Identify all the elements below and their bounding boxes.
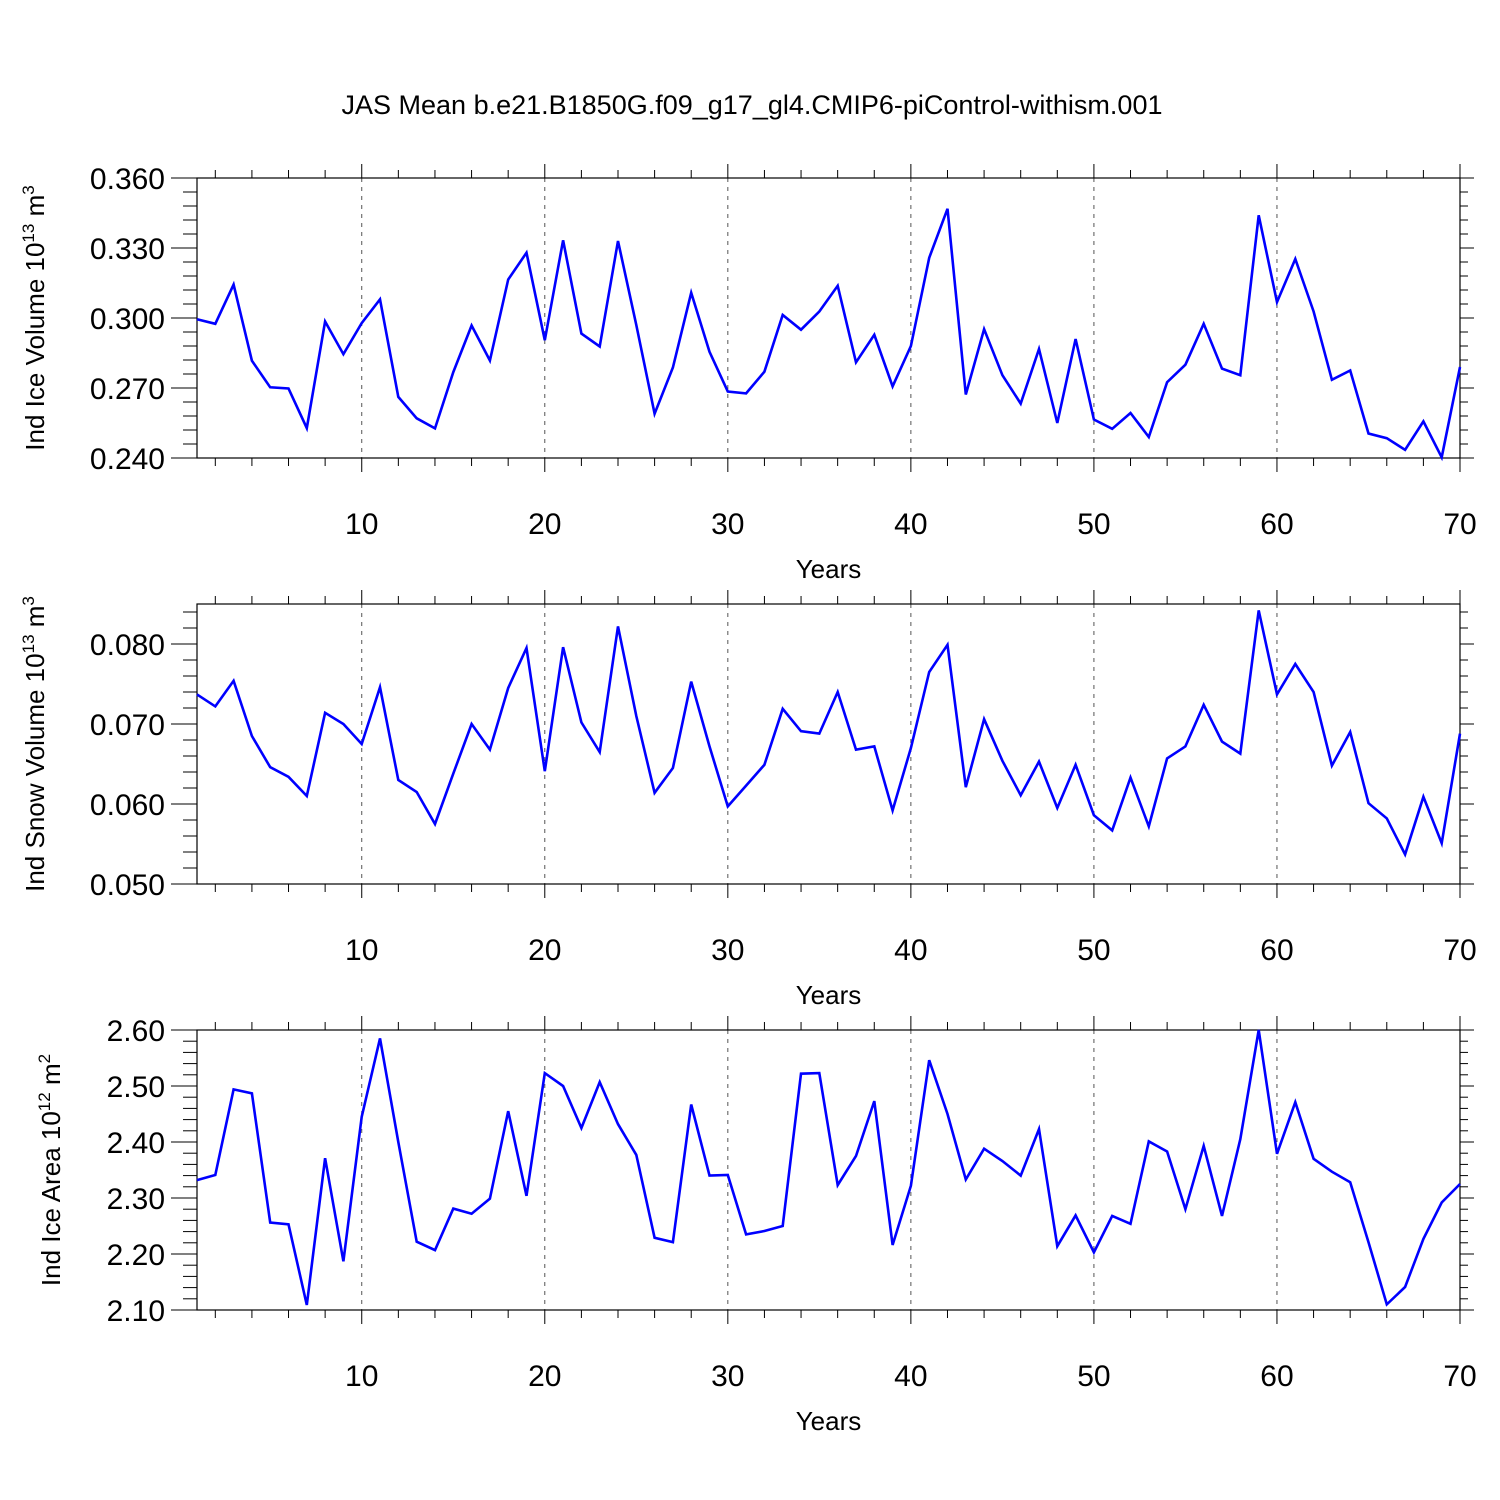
y-tick-label: 0.080 xyxy=(90,629,165,662)
x-tick-label: 10 xyxy=(345,508,378,541)
plot-frame xyxy=(196,1029,1461,1311)
x-tick-label: 50 xyxy=(1077,934,1110,967)
y-tick-label: 0.300 xyxy=(90,303,165,336)
y-tick-label: 0.050 xyxy=(90,869,165,902)
y-tick-label: 0.270 xyxy=(90,373,165,406)
x-tick-label: 70 xyxy=(1443,934,1476,967)
series-line xyxy=(196,208,1462,462)
x-tick-label: 60 xyxy=(1260,1360,1293,1393)
x-axis-label: Years xyxy=(796,980,862,1010)
panel-2: 0.050 0.060 0.070 0.080 10 20 30 40 50 60 70 Years I… xyxy=(19,590,1477,1010)
x-tick-label: 40 xyxy=(894,1360,927,1393)
plot-frame xyxy=(196,603,1461,885)
y-tick-label: 0.360 xyxy=(90,163,165,196)
x-tick-label: 10 xyxy=(345,1360,378,1393)
y-tick-label: 2.20 xyxy=(107,1239,165,1272)
y-tick-label: 2.30 xyxy=(107,1183,165,1216)
y-tick-label: 0.070 xyxy=(90,709,165,742)
x-tick-label: 30 xyxy=(711,934,744,967)
x-tick-label: 70 xyxy=(1443,508,1476,541)
y-tick-label: 0.060 xyxy=(90,789,165,822)
x-tick-label: 30 xyxy=(711,508,744,541)
y-tick-label: 0.330 xyxy=(90,233,165,266)
x-tick-label: 50 xyxy=(1077,1360,1110,1393)
x-tick-label: 10 xyxy=(345,934,378,967)
x-tick-label: 50 xyxy=(1077,508,1110,541)
x-tick-label: 60 xyxy=(1260,508,1293,541)
y-axis-label: Ind Ice Area 1012 m2 xyxy=(35,1054,66,1286)
x-tick-label: 20 xyxy=(528,508,561,541)
panel-1: 0.240 0.270 0.300 0.330 0.360 10 20 30 40 50 60 70 Y… xyxy=(19,163,1477,584)
x-tick-label: 60 xyxy=(1260,934,1293,967)
y-tick-label: 2.60 xyxy=(107,1015,165,1048)
x-tick-label: 20 xyxy=(528,1360,561,1393)
chart-title: JAS Mean b.e21.B1850G.f09_g17_gl4.CMIP6-… xyxy=(342,90,1163,120)
y-tick-label: 2.40 xyxy=(107,1127,165,1160)
x-axis-label: Years xyxy=(796,1406,862,1436)
panel-3: 2.10 2.20 2.30 2.40 2.50 2.60 10 20 30 40 50 60 70 Ye… xyxy=(35,1015,1477,1436)
x-axis-label: Years xyxy=(796,554,862,584)
series-line xyxy=(196,610,1462,858)
plot-frame xyxy=(196,177,1461,459)
x-tick-label: 40 xyxy=(894,508,927,541)
x-tick-label: 20 xyxy=(528,934,561,967)
x-tick-label: 40 xyxy=(894,934,927,967)
y-tick-label: 2.10 xyxy=(107,1295,165,1328)
y-tick-label: 2.50 xyxy=(107,1071,165,1104)
y-tick-label: 0.240 xyxy=(90,443,165,476)
series-line xyxy=(196,1029,1461,1307)
x-tick-label: 30 xyxy=(711,1360,744,1393)
chart-panels: 0.240 0.270 0.300 0.330 0.360 10 20 30 40 50 60 70 Y… xyxy=(19,163,1477,1436)
y-axis-label: Ind Snow Volume 1013 m3 xyxy=(19,596,50,892)
x-tick-label: 70 xyxy=(1443,1360,1476,1393)
y-axis-label: Ind Ice Volume 1013 m3 xyxy=(19,185,50,450)
